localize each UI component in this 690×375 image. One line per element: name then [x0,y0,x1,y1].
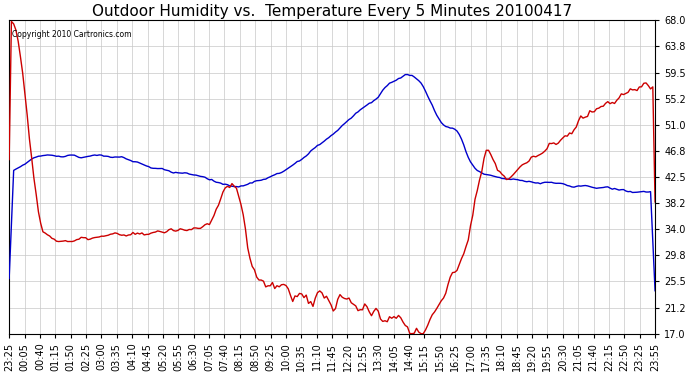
Title: Outdoor Humidity vs.  Temperature Every 5 Minutes 20100417: Outdoor Humidity vs. Temperature Every 5… [92,4,572,19]
Text: Copyright 2010 Cartronics.com: Copyright 2010 Cartronics.com [12,30,132,39]
